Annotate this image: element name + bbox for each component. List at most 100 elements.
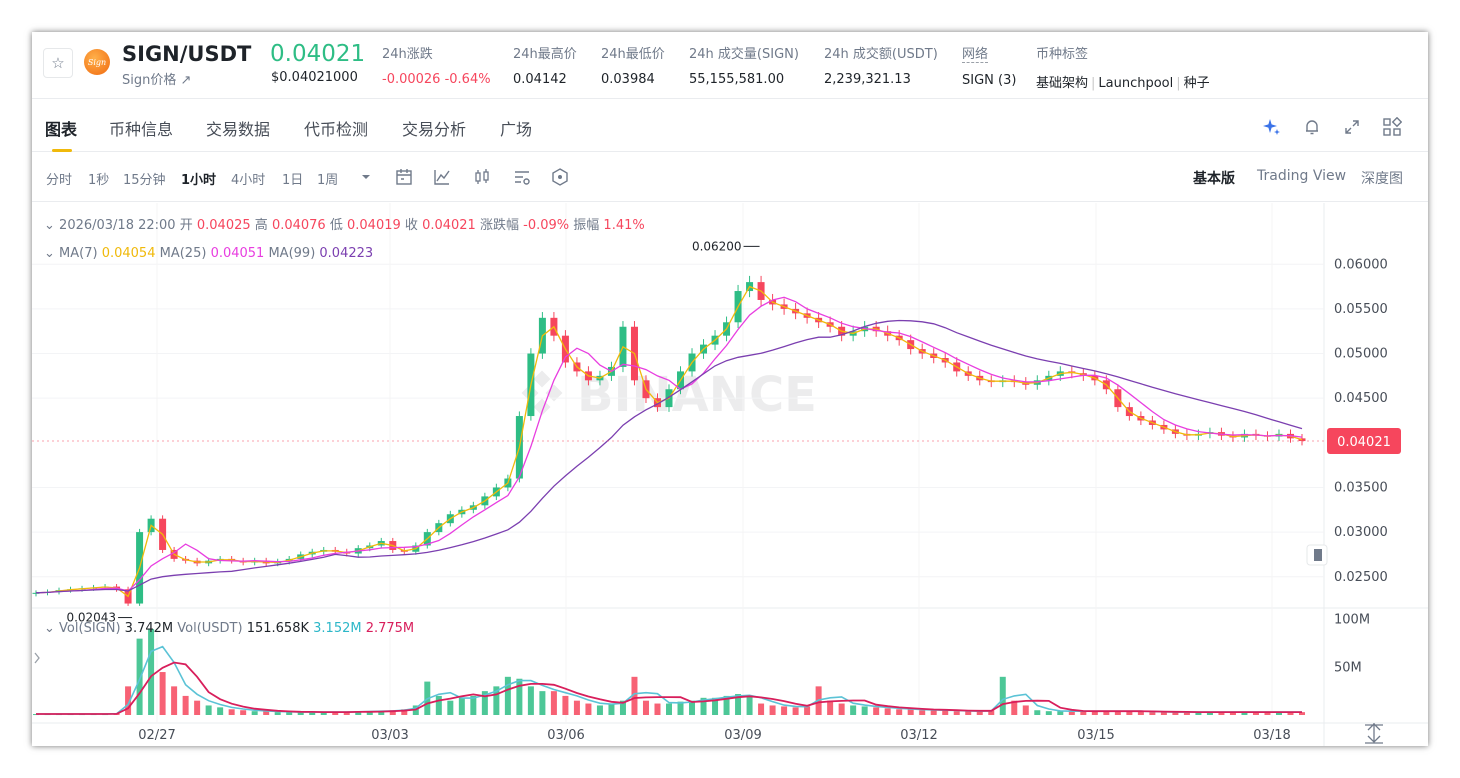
volume-bar[interactable] (1091, 711, 1098, 715)
tab-token-check[interactable]: 代币检测 (304, 120, 369, 139)
view-basic[interactable]: 基本版 (1193, 171, 1235, 187)
volume-bar[interactable] (573, 700, 580, 715)
volume-bar[interactable] (1149, 712, 1156, 715)
volume-bar[interactable] (608, 703, 615, 715)
volume-bar[interactable] (1114, 711, 1121, 715)
volume-bar[interactable] (723, 695, 730, 715)
volume-bar[interactable] (1011, 700, 1018, 715)
interval-1w[interactable]: 1周 (317, 173, 339, 188)
tab-coin-info[interactable]: 币种信息 (109, 120, 174, 139)
candle-body[interactable] (32, 592, 40, 594)
volume-bar[interactable] (378, 711, 385, 715)
volume-bar[interactable] (1183, 712, 1190, 715)
collapse-chevron-icon[interactable]: ⌄ (44, 218, 55, 233)
volume-bar[interactable] (1287, 712, 1294, 715)
volume-bar[interactable] (1264, 712, 1271, 715)
volume-bar[interactable] (366, 711, 373, 715)
volume-bar[interactable] (1229, 712, 1236, 715)
volume-bar[interactable] (861, 706, 868, 715)
volume-bar[interactable] (274, 712, 281, 715)
volume-bar[interactable] (539, 691, 546, 715)
collapse-chevron-icon[interactable]: ⌄ (44, 246, 55, 261)
view-depth[interactable]: 深度图 (1361, 171, 1403, 187)
volume-bar[interactable] (942, 710, 949, 715)
volume-bar[interactable] (873, 707, 880, 715)
volume-bar[interactable] (1057, 711, 1064, 715)
candlestick-chart[interactable]: BINANCE 0.06000 0.05500 0.05000 0.04500 0.03… (32, 203, 1428, 746)
volume-bar[interactable] (827, 700, 834, 715)
volume-bar[interactable] (389, 710, 396, 715)
indicator-icon[interactable] (432, 167, 452, 187)
volume-bar[interactable] (781, 706, 788, 715)
volume-bar[interactable] (884, 708, 891, 715)
volume-bar[interactable] (1195, 712, 1202, 715)
tab-trade-analysis[interactable]: 交易分析 (402, 120, 467, 139)
volume-bar[interactable] (850, 705, 857, 715)
auto-scale-icon[interactable] (1365, 723, 1383, 744)
volume-bar[interactable] (619, 700, 626, 715)
volume-bar[interactable] (550, 691, 557, 715)
volume-bar[interactable] (585, 703, 592, 715)
volume-bar[interactable] (700, 697, 707, 715)
volume-bar[interactable] (355, 711, 362, 715)
volume-bar[interactable] (896, 709, 903, 715)
volume-bar[interactable] (746, 695, 753, 715)
volume-bar[interactable] (332, 712, 339, 715)
tab-trading-data[interactable]: 交易数据 (206, 120, 271, 139)
interval-1d[interactable]: 1日 (282, 173, 304, 188)
settings-icon[interactable] (512, 167, 532, 187)
dropdown-caret-icon[interactable] (356, 167, 376, 187)
volume-bar[interactable] (631, 676, 638, 715)
volume-bar[interactable] (1045, 711, 1052, 715)
volume-bar[interactable] (1126, 711, 1133, 715)
volume-bar[interactable] (689, 700, 696, 715)
volume-bar[interactable] (596, 705, 603, 715)
tab-chart[interactable]: 图表 (45, 120, 78, 139)
ai-sparkle-icon[interactable] (1262, 117, 1282, 137)
volume-bar[interactable] (125, 686, 132, 715)
volume-bar[interactable] (712, 697, 719, 715)
candle-type-icon[interactable] (472, 167, 492, 187)
hexagon-icon[interactable] (550, 167, 570, 187)
volume-bar[interactable] (1034, 710, 1041, 715)
volume-bar[interactable] (907, 709, 914, 715)
volume-bar[interactable] (136, 638, 143, 715)
tag-item[interactable]: Launchpool (1098, 76, 1174, 91)
volume-bar[interactable] (804, 706, 811, 715)
volume-bar[interactable] (401, 709, 408, 715)
volume-bar[interactable] (148, 629, 155, 715)
scroll-left-icon[interactable] (34, 652, 40, 664)
volume-bar[interactable] (1022, 705, 1029, 715)
volume-bar[interactable] (320, 712, 327, 715)
volume-bar[interactable] (217, 707, 224, 715)
expand-icon[interactable] (1342, 117, 1362, 137)
volume-bar[interactable] (309, 712, 316, 715)
volume-bar[interactable] (205, 705, 212, 715)
tag-item[interactable]: 基础架构 (1036, 76, 1089, 91)
volume-bar[interactable] (654, 703, 661, 715)
volume-bar[interactable] (666, 703, 672, 715)
volume-bar[interactable] (228, 709, 235, 715)
volume-bar[interactable] (999, 676, 1006, 715)
volume-bar[interactable] (527, 686, 534, 715)
volume-bar[interactable] (562, 695, 569, 715)
interval-15m[interactable]: 15分钟 (123, 173, 166, 188)
volume-bar[interactable] (458, 697, 465, 715)
volume-bar[interactable] (988, 710, 995, 715)
volume-bar[interactable] (493, 686, 500, 715)
volume-bar[interactable] (1172, 712, 1179, 715)
volume-bar[interactable] (435, 695, 442, 715)
volume-bar[interactable] (953, 711, 960, 715)
interval-1s[interactable]: 1秒 (88, 173, 110, 188)
volume-bar[interactable] (516, 678, 523, 715)
volume-bar[interactable] (1080, 711, 1087, 715)
volume-bar[interactable] (1206, 712, 1213, 715)
favorite-star-button[interactable]: ☆ (43, 48, 73, 78)
volume-bar[interactable] (758, 703, 765, 715)
volume-bar[interactable] (343, 712, 350, 715)
volume-bar[interactable] (171, 686, 178, 715)
volume-bar[interactable] (286, 712, 293, 715)
volume-bar[interactable] (263, 711, 270, 715)
volume-bar[interactable] (930, 710, 937, 715)
volume-bar[interactable] (735, 694, 742, 715)
